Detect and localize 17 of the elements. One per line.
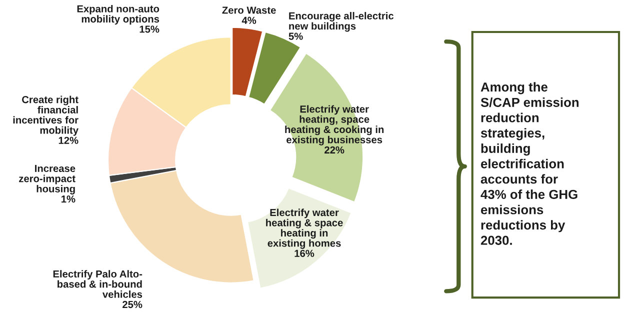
slice-label: Electrify Palo Alto- based & in-bound vehicles: [53, 270, 142, 298]
slice-label: Increase zero-impact housing: [19, 164, 76, 194]
data-label: 1%: [62, 195, 76, 203]
data-label: 25%: [122, 300, 142, 308]
data-label: 15%: [140, 26, 160, 33]
data-label: 22%: [324, 146, 344, 154]
slice-label: Electrify water heating & space heating in existing homes: [266, 208, 343, 249]
data-label: 16%: [294, 250, 314, 258]
slice-label: Encourage all-electric new buildings: [289, 12, 394, 32]
text: Among the S/CAP emission reduction strategies, building electrification accounts for 43% of the GHG emissions reductions by 2030.: [480, 82, 579, 245]
data-label: 12%: [58, 136, 78, 144]
data-label: 5%: [288, 32, 303, 40]
slice-label: Electrify water heating, space heating & cooking in existing businesses: [285, 105, 384, 146]
slice-label: Zero Waste: [222, 6, 276, 14]
data-label: 4%: [242, 16, 256, 24]
slice-label: Create right financial incentives for mobility: [13, 96, 78, 136]
slice-label: Expand non-auto mobility options: [77, 4, 160, 25]
